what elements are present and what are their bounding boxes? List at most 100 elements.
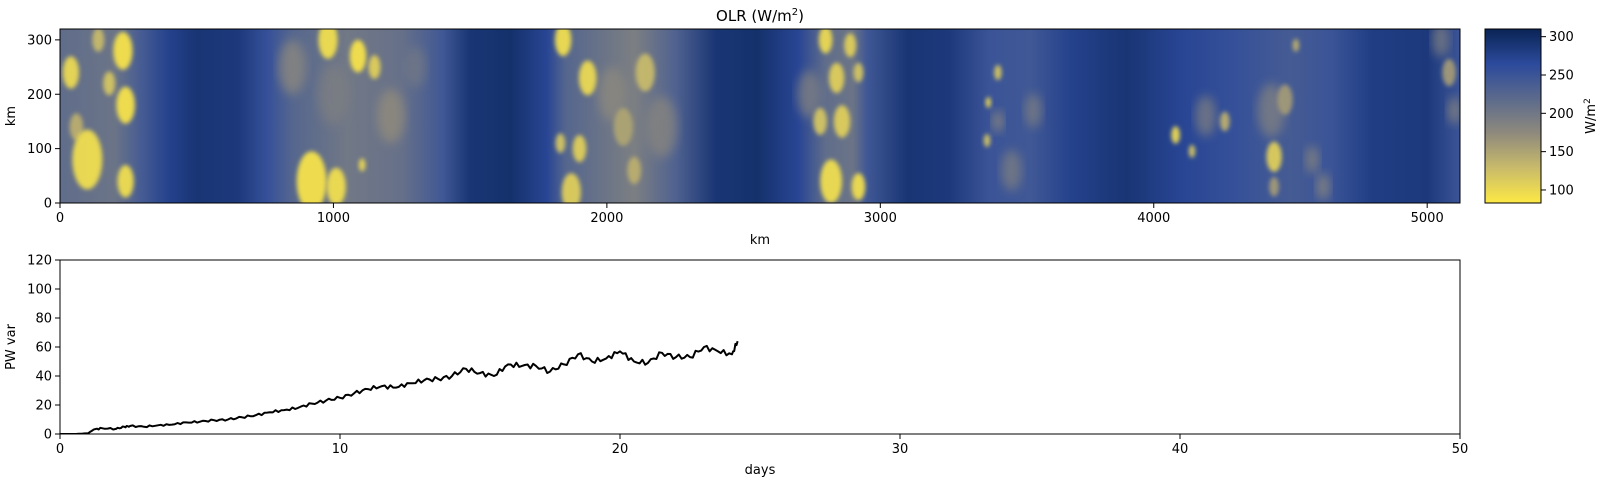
olr-cell <box>1447 97 1460 125</box>
olr-cell <box>318 63 349 125</box>
olr-cell <box>92 29 105 52</box>
olr-x-tick-label: 3000 <box>864 211 897 226</box>
pw-x-tick-label: 20 <box>612 442 629 457</box>
olr-cell <box>844 33 857 58</box>
olr-cell <box>1269 176 1279 197</box>
olr-cell <box>833 105 851 138</box>
olr-cell <box>797 70 822 119</box>
pw-y-ticks: 0 20 40 60 80 100 120 <box>27 254 60 443</box>
olr-cell <box>296 151 327 203</box>
olr-cell <box>113 31 133 70</box>
olr-colorbar: 100 150 200 250 300 W/m2 <box>1484 28 1599 204</box>
olr-cell <box>828 62 845 94</box>
olr-x-tick-label: 5000 <box>1411 211 1444 226</box>
olr-x-tick-label: 4000 <box>1137 211 1170 226</box>
olr-cell <box>116 86 135 124</box>
colorbar-strip <box>1484 28 1542 204</box>
colorbar-label: W/m2 <box>1583 98 1599 134</box>
olr-cell <box>646 96 677 158</box>
olr-cell <box>554 29 572 57</box>
olr-cell <box>1188 144 1196 158</box>
pw-y-tick-label: 120 <box>27 254 52 269</box>
olr-y-tick-label: 100 <box>27 142 52 157</box>
olr-cell <box>117 165 134 198</box>
olr-cell <box>72 129 103 190</box>
pw-var-series-line <box>60 340 739 434</box>
olr-cell <box>851 173 866 201</box>
olr-y-tick-label: 200 <box>27 88 52 103</box>
olr-title-superscript: 2 <box>792 7 798 18</box>
olr-cell <box>62 56 80 89</box>
olr-cell <box>326 167 346 203</box>
olr-cell <box>1024 93 1042 128</box>
colorbar-tick-label: 300 <box>1549 30 1574 45</box>
colorbar-tick-label: 100 <box>1549 183 1574 198</box>
olr-cell <box>368 55 381 80</box>
olr-cell <box>983 134 991 147</box>
olr-cell <box>572 135 587 163</box>
olr-heatmap-panel: OLR (W/m2) 0 1000 2000 3000 4000 5000 0 100 200… <box>4 7 1461 248</box>
olr-cell <box>1432 29 1450 57</box>
pw-y-tick-label: 80 <box>35 312 52 327</box>
olr-cell <box>318 29 338 59</box>
olr-cell <box>1292 38 1300 52</box>
pw-y-tick-label: 0 <box>44 428 52 443</box>
olr-x-tick-label: 2000 <box>590 211 623 226</box>
olr-cell <box>1266 141 1282 172</box>
olr-y-ticks: 0 100 200 300 <box>27 33 60 212</box>
pw-plot-background <box>60 260 1460 434</box>
olr-y-tick-label: 300 <box>27 33 52 48</box>
pw-y-tick-label: 20 <box>35 399 52 414</box>
olr-y-tick-label: 0 <box>44 197 52 212</box>
olr-x-tick-label: 1000 <box>317 211 350 226</box>
olr-cell <box>561 173 581 203</box>
olr-x-ticks: 0 1000 2000 3000 4000 5000 <box>56 203 1444 226</box>
colorbar-label-superscript: 2 <box>1583 98 1593 104</box>
olr-cell <box>818 29 833 54</box>
pw-x-label: days <box>745 463 776 478</box>
olr-cell <box>103 71 116 96</box>
olr-cell <box>627 156 641 184</box>
colorbar-ticks: 100 150 200 250 300 <box>1541 30 1574 198</box>
olr-cell <box>1195 95 1216 137</box>
olr-cell <box>985 97 991 108</box>
olr-cell <box>613 107 633 146</box>
olr-base-field <box>60 29 1460 203</box>
olr-cell <box>853 62 864 83</box>
olr-cell <box>1277 84 1293 115</box>
colorbar-tick-label: 200 <box>1549 107 1574 122</box>
olr-cell <box>1219 111 1230 132</box>
olr-cell <box>992 110 1004 133</box>
olr-cell <box>555 133 566 153</box>
pw-y-tick-label: 100 <box>27 283 52 298</box>
colorbar-tick-label: 250 <box>1549 68 1574 83</box>
olr-x-label: km <box>750 233 770 248</box>
olr-cell <box>994 64 1002 81</box>
pw-x-tick-label: 50 <box>1452 442 1469 457</box>
pw-x-tick-label: 0 <box>56 442 64 457</box>
olr-cell <box>578 60 597 96</box>
olr-cell <box>358 158 366 172</box>
olr-plot-area <box>60 29 1460 203</box>
olr-axes-frame <box>59 28 1461 204</box>
olr-cell <box>1171 126 1180 144</box>
olr-cell <box>278 39 307 95</box>
pw-x-tick-label: 40 <box>1172 442 1189 457</box>
olr-cell <box>1305 145 1320 174</box>
olr-cell <box>405 46 426 88</box>
olr-cell <box>1442 58 1456 87</box>
pw-y-label: PW var <box>4 323 19 369</box>
pw-x-tick-label: 30 <box>892 442 909 457</box>
pw-x-tick-label: 10 <box>332 442 349 457</box>
pw-var-line-panel: 0 10 20 30 40 50 0 20 40 60 80 100 120 days PW var <box>4 254 1468 479</box>
olr-cell <box>635 53 655 92</box>
olr-convective-cells <box>62 29 1460 203</box>
olr-cell <box>820 159 842 203</box>
olr-x-tick-label: 0 <box>56 211 64 226</box>
pw-y-tick-label: 40 <box>35 370 52 385</box>
colorbar-tick-label: 150 <box>1549 145 1574 160</box>
olr-cell <box>377 88 405 144</box>
olr-cell <box>1001 150 1022 191</box>
olr-cell <box>349 39 367 73</box>
